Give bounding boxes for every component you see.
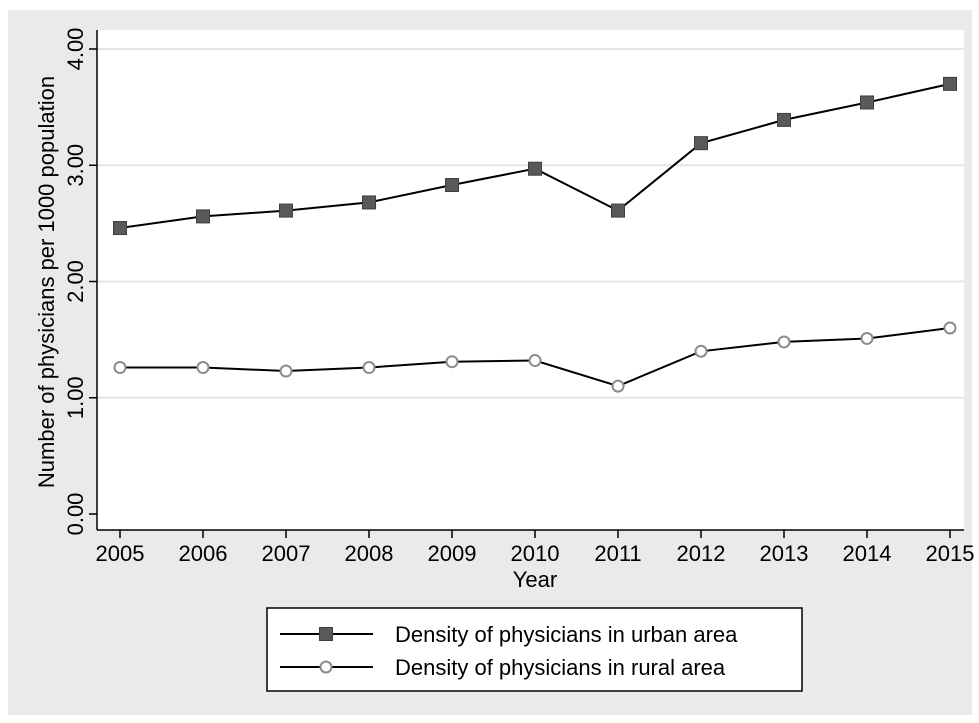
x-tick-label: 2007 (262, 541, 311, 566)
urban-data-point (113, 221, 127, 236)
x-tick-label: 2015 (926, 541, 975, 566)
y-tick-label: 0.00 (63, 493, 88, 536)
rural-data-point (113, 361, 127, 375)
x-tick-label: 2005 (96, 541, 145, 566)
urban-data-point (611, 203, 625, 218)
x-axis-title: Year (513, 567, 557, 592)
rural-data-point (528, 354, 542, 368)
x-tick-label: 2012 (677, 541, 726, 566)
rural-data-point (279, 364, 293, 378)
y-tick-label: 3.00 (63, 144, 88, 187)
x-tick-label: 2011 (594, 541, 641, 566)
plot-area (97, 30, 964, 530)
y-axis-title: Number of physicians per 1000 population (34, 76, 59, 488)
rural-data-point (196, 361, 210, 375)
legend-marker-rural (319, 660, 333, 674)
urban-data-point (196, 209, 210, 224)
legend: Density of physicians in urban area Densi… (266, 607, 803, 692)
legend-label-urban: Density of physicians in urban area (395, 622, 738, 647)
urban-data-point (777, 112, 791, 127)
urban-data-point (943, 76, 957, 91)
rural-data-point (777, 335, 791, 349)
x-tick-label: 2014 (843, 541, 892, 566)
rural-data-point (362, 361, 376, 375)
x-tick-label: 2013 (760, 541, 809, 566)
rural-data-point (943, 321, 957, 335)
x-tick-label: 2010 (511, 541, 560, 566)
urban-data-point (362, 195, 376, 210)
y-tick-label: 4.00 (63, 28, 88, 71)
legend-marker-urban (319, 627, 333, 641)
y-tick-label: 2.00 (63, 260, 88, 303)
legend-label-rural: Density of physicians in rural area (395, 655, 726, 680)
series (113, 76, 957, 393)
axes: 0.00 1.00 2.00 3.00 4.00 2005 2006 2007 2008 2009… (63, 28, 974, 566)
y-tick-label: 1.00 (63, 376, 88, 419)
rural-data-point (860, 331, 874, 345)
rural-data-point (611, 379, 625, 393)
x-tick-label: 2008 (345, 541, 394, 566)
urban-data-point (528, 161, 542, 176)
urban-data-point (445, 178, 459, 193)
rural-data-point (445, 355, 459, 369)
urban-data-point (860, 95, 874, 110)
series-urban (113, 76, 957, 236)
rural-data-point (694, 344, 708, 358)
x-tick-label: 2009 (428, 541, 477, 566)
legend-box (266, 607, 803, 692)
urban-data-point (279, 203, 293, 218)
series-rural (113, 321, 957, 393)
x-tick-label: 2006 (179, 541, 228, 566)
urban-data-point (694, 136, 708, 151)
